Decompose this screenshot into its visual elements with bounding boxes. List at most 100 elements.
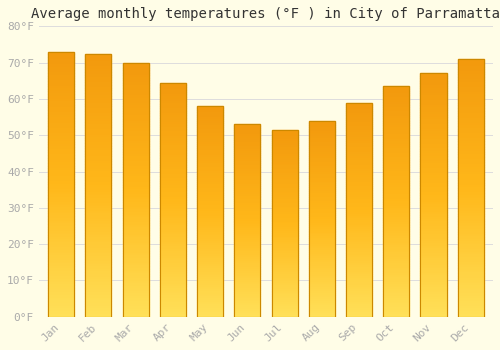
Bar [272, 268, 297, 270]
Bar [234, 161, 260, 163]
Bar [308, 303, 335, 305]
Bar [272, 210, 297, 212]
Bar [122, 314, 148, 317]
Bar [160, 265, 186, 268]
Bar [86, 101, 112, 104]
Bar [308, 232, 335, 234]
Bar [122, 101, 148, 103]
Bar [48, 224, 74, 227]
Bar [308, 191, 335, 193]
Bar [234, 290, 260, 292]
Bar [308, 134, 335, 136]
Bar [86, 156, 112, 159]
Bar [308, 289, 335, 291]
Bar [86, 227, 112, 230]
Bar [86, 56, 112, 59]
Bar [48, 285, 74, 288]
Bar [160, 303, 186, 305]
Bar [458, 291, 483, 294]
Bar [272, 244, 297, 246]
Bar [86, 77, 112, 80]
Bar [197, 226, 223, 228]
Bar [48, 203, 74, 205]
Bar [458, 206, 483, 209]
Bar [420, 125, 446, 127]
Bar [308, 201, 335, 203]
Bar [420, 283, 446, 285]
Bar [420, 198, 446, 200]
Bar [272, 205, 297, 206]
Bar [308, 121, 335, 317]
Bar [383, 252, 409, 254]
Bar [234, 211, 260, 213]
Bar [48, 62, 74, 65]
Bar [48, 176, 74, 179]
Bar [272, 163, 297, 165]
Bar [458, 226, 483, 229]
Bar [86, 75, 112, 77]
Bar [420, 300, 446, 302]
Bar [346, 175, 372, 177]
Bar [346, 137, 372, 139]
Bar [48, 54, 74, 57]
Bar [346, 225, 372, 227]
Bar [160, 90, 186, 92]
Bar [272, 302, 297, 304]
Bar [48, 76, 74, 78]
Bar [197, 224, 223, 226]
Bar [272, 231, 297, 233]
Bar [197, 228, 223, 230]
Bar [234, 251, 260, 253]
Bar [197, 178, 223, 180]
Bar [86, 67, 112, 69]
Bar [308, 127, 335, 128]
Bar [383, 146, 409, 148]
Bar [346, 310, 372, 313]
Bar [48, 150, 74, 153]
Bar [234, 217, 260, 219]
Bar [122, 78, 148, 80]
Bar [383, 164, 409, 167]
Bar [122, 286, 148, 289]
Bar [160, 263, 186, 265]
Bar [308, 287, 335, 289]
Bar [86, 54, 112, 56]
Bar [383, 310, 409, 312]
Bar [272, 130, 297, 317]
Bar [308, 211, 335, 213]
Bar [420, 266, 446, 268]
Bar [234, 173, 260, 174]
Bar [160, 300, 186, 303]
Bar [308, 301, 335, 303]
Bar [308, 174, 335, 176]
Bar [160, 118, 186, 120]
Bar [458, 67, 483, 69]
Bar [420, 263, 446, 266]
Bar [272, 201, 297, 203]
Bar [197, 121, 223, 123]
Bar [160, 193, 186, 195]
Bar [122, 218, 148, 220]
Bar [272, 178, 297, 180]
Bar [234, 246, 260, 247]
Bar [420, 168, 446, 171]
Bar [234, 292, 260, 294]
Bar [86, 54, 112, 317]
Bar [86, 277, 112, 280]
Bar [383, 137, 409, 139]
Bar [48, 303, 74, 306]
Bar [458, 69, 483, 72]
Bar [86, 193, 112, 196]
Bar [458, 262, 483, 265]
Bar [160, 270, 186, 272]
Bar [197, 298, 223, 300]
Bar [458, 180, 483, 183]
Bar [197, 184, 223, 186]
Bar [308, 186, 335, 187]
Bar [383, 89, 409, 91]
Bar [308, 128, 335, 131]
Bar [458, 77, 483, 79]
Bar [122, 261, 148, 264]
Bar [160, 130, 186, 132]
Bar [234, 186, 260, 188]
